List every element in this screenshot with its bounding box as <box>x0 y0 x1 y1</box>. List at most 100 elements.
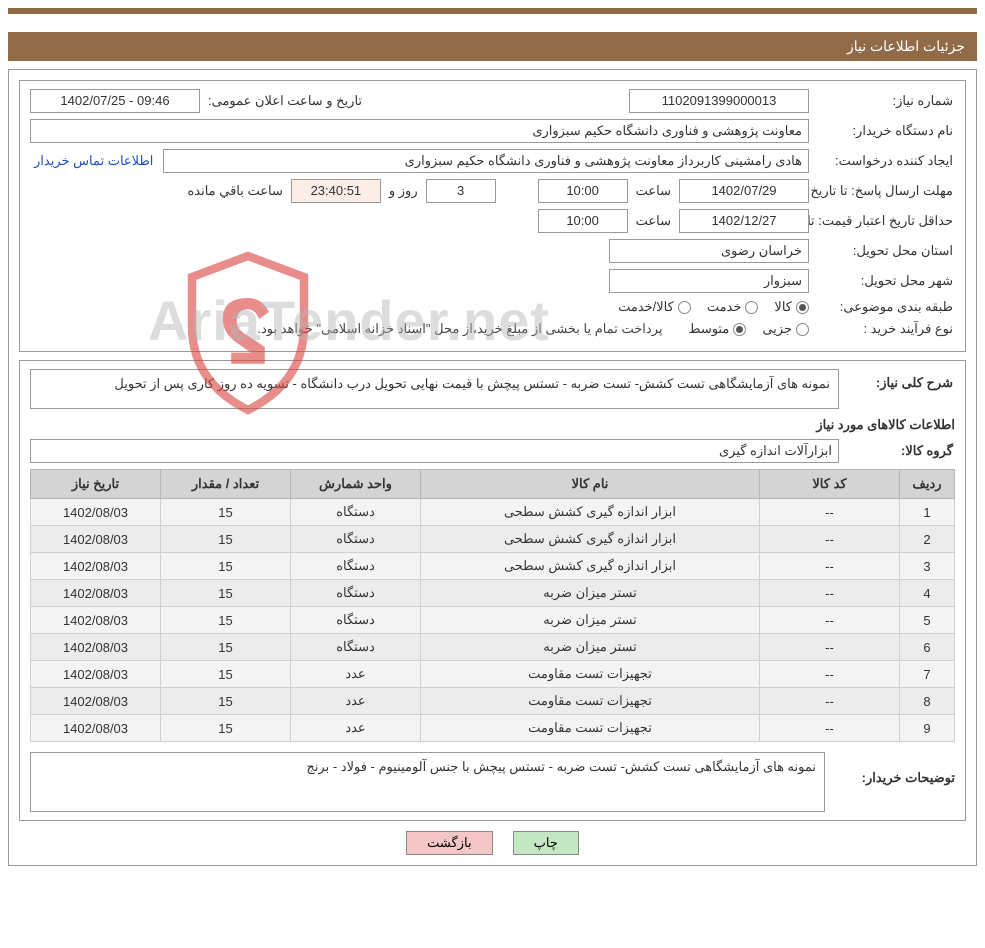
table-cell: -- <box>760 634 900 661</box>
print-button[interactable]: چاپ <box>513 831 579 855</box>
table-cell: دستگاه <box>291 553 421 580</box>
remaining-label: ساعت باقي مانده <box>185 183 284 199</box>
table-cell: تجهیزات تست مقاومت <box>421 715 760 742</box>
buyer-notes-text: نمونه های آزمایشگاهی تست کشش- تست ضربه -… <box>30 752 825 812</box>
table-cell: 15 <box>161 688 291 715</box>
radio-goods-service[interactable]: کالا/خدمت <box>618 299 691 315</box>
col-row: ردیف <box>900 470 955 499</box>
radio-dot-icon <box>796 301 809 314</box>
radio-goods[interactable]: کالا <box>774 299 809 315</box>
table-cell: 15 <box>161 553 291 580</box>
category-label: طبقه بندی موضوعی: <box>815 299 955 315</box>
radio-goods-service-label: کالا/خدمت <box>618 299 674 315</box>
table-cell: 15 <box>161 661 291 688</box>
table-cell: 15 <box>161 607 291 634</box>
radio-dot-icon <box>733 323 746 336</box>
table-row: 1--ابزار اندازه گیری کشش سطحیدستگاه15140… <box>31 499 955 526</box>
page-container: جزئیات اطلاعات نیاز AriaTender.net شماره… <box>8 8 977 866</box>
table-cell: تستر میزان ضربه <box>421 607 760 634</box>
days-value: 3 <box>426 179 496 203</box>
table-cell: عدد <box>291 661 421 688</box>
table-cell: 1402/08/03 <box>31 499 161 526</box>
reply-deadline-date: 1402/07/29 <box>679 179 809 203</box>
radio-dot-icon <box>678 301 691 314</box>
table-cell: 7 <box>900 661 955 688</box>
form-block-details: شماره نیاز: 1102091399000013 تاریخ و ساع… <box>19 80 966 352</box>
purchase-note: پرداخت تمام یا بخشی از مبلغ خرید،از محل … <box>257 321 662 337</box>
table-cell: 1402/08/03 <box>31 661 161 688</box>
table-cell: 6 <box>900 634 955 661</box>
table-cell: عدد <box>291 688 421 715</box>
time-label-1: ساعت <box>634 183 673 199</box>
price-valid-label: حداقل تاریخ اعتبار قیمت: تا تاریخ: <box>815 213 955 229</box>
buyer-org-value: معاونت پژوهشی و فناوری دانشگاه حکیم سبزو… <box>30 119 809 143</box>
category-radio-group: کالا خدمت کالا/خدمت <box>618 299 809 315</box>
table-row: 7--تجهیزات تست مقاومتعدد151402/08/03 <box>31 661 955 688</box>
city-value: سبزوار <box>609 269 809 293</box>
radio-small[interactable]: جزیی <box>762 321 809 337</box>
table-cell: دستگاه <box>291 526 421 553</box>
table-cell: 1402/08/03 <box>31 634 161 661</box>
col-qty: تعداد / مقدار <box>161 470 291 499</box>
table-row: 2--ابزار اندازه گیری کشش سطحیدستگاه15140… <box>31 526 955 553</box>
table-cell: دستگاه <box>291 634 421 661</box>
need-number-label: شماره نیاز: <box>815 93 955 109</box>
radio-goods-label: کالا <box>774 299 792 315</box>
radio-service-label: خدمت <box>707 299 742 315</box>
radio-medium[interactable]: متوسط <box>688 321 746 337</box>
table-cell: 1 <box>900 499 955 526</box>
page-header: جزئیات اطلاعات نیاز <box>8 32 977 61</box>
page-title: جزئیات اطلاعات نیاز <box>847 38 965 54</box>
radio-dot-icon <box>796 323 809 336</box>
table-cell: -- <box>760 553 900 580</box>
table-cell: 9 <box>900 715 955 742</box>
buyer-contact-link[interactable]: اطلاعات تماس خریدار <box>30 153 157 169</box>
top-accent-bar <box>8 8 977 14</box>
radio-medium-label: متوسط <box>688 321 729 337</box>
goods-group-value: ابزارآلات اندازه گیری <box>30 439 839 463</box>
table-cell: 1402/08/03 <box>31 715 161 742</box>
table-cell: -- <box>760 580 900 607</box>
table-cell: 8 <box>900 688 955 715</box>
table-cell: ابزار اندازه گیری کشش سطحی <box>421 526 760 553</box>
city-label: شهر محل تحویل: <box>815 273 955 289</box>
requester-value: هادی رامشینی کاربرداز معاونت پژوهشی و فن… <box>163 149 809 173</box>
table-cell: 15 <box>161 634 291 661</box>
table-cell: -- <box>760 688 900 715</box>
table-cell: 15 <box>161 526 291 553</box>
purchase-type-label: نوع فرآیند خرید : <box>815 321 955 337</box>
back-button[interactable]: بازگشت <box>406 831 492 855</box>
table-cell: -- <box>760 715 900 742</box>
col-name: نام کالا <box>421 470 760 499</box>
price-valid-date: 1402/12/27 <box>679 209 809 233</box>
buyer-notes-label: توضیحات خریدار: <box>835 752 955 786</box>
table-cell: ابزار اندازه گیری کشش سطحی <box>421 553 760 580</box>
goods-group-label: گروه کالا: <box>845 443 955 459</box>
table-cell: 2 <box>900 526 955 553</box>
radio-small-label: جزیی <box>762 321 792 337</box>
summary-label: شرح کلی نیاز: <box>845 369 955 391</box>
table-cell: 1402/08/03 <box>31 688 161 715</box>
col-date: تاریخ نیاز <box>31 470 161 499</box>
col-code: کد کالا <box>760 470 900 499</box>
col-unit: واحد شمارش <box>291 470 421 499</box>
table-cell: ابزار اندازه گیری کشش سطحی <box>421 499 760 526</box>
table-cell: تستر میزان ضربه <box>421 580 760 607</box>
table-cell: دستگاه <box>291 580 421 607</box>
province-value: خراسان رضوی <box>609 239 809 263</box>
table-cell: 1402/08/03 <box>31 580 161 607</box>
announce-label: تاریخ و ساعت اعلان عمومی: <box>206 93 364 109</box>
table-cell: دستگاه <box>291 499 421 526</box>
reply-deadline-label: مهلت ارسال پاسخ: تا تاریخ: <box>815 183 955 199</box>
requester-label: ایجاد کننده درخواست: <box>815 153 955 169</box>
table-cell: 15 <box>161 499 291 526</box>
table-row: 9--تجهیزات تست مقاومتعدد151402/08/03 <box>31 715 955 742</box>
button-row: چاپ بازگشت <box>19 831 966 855</box>
table-row: 3--ابزار اندازه گیری کشش سطحیدستگاه15140… <box>31 553 955 580</box>
table-cell: تجهیزات تست مقاومت <box>421 688 760 715</box>
table-cell: 15 <box>161 580 291 607</box>
price-valid-time: 10:00 <box>538 209 628 233</box>
radio-service[interactable]: خدمت <box>707 299 759 315</box>
goods-info-title: اطلاعات کالاهای مورد نیاز <box>30 417 955 433</box>
days-label: روز و <box>387 183 420 199</box>
